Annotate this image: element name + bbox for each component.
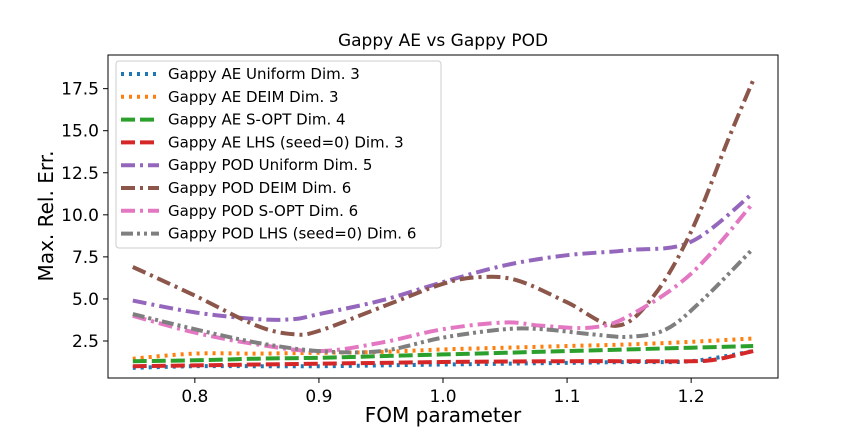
series-line-4 bbox=[132, 349, 754, 369]
x-tick-label: 0.9 bbox=[305, 387, 332, 407]
x-tick-label: 1.2 bbox=[678, 387, 705, 407]
y-axis-title: Max. Rel. Err. bbox=[34, 151, 58, 282]
chart-title: Gappy AE vs Gappy POD bbox=[338, 31, 548, 51]
legend-label-2: Gappy AE DEIM Dim. 3 bbox=[168, 88, 339, 106]
y-tick-label: 17.5 bbox=[61, 80, 99, 100]
y-tick-label: 10.0 bbox=[61, 206, 99, 226]
series-line-8 bbox=[132, 247, 755, 355]
x-axis: 0.8 0.9 1.0 1.1 1.2 bbox=[181, 378, 705, 407]
series-line-5 bbox=[132, 191, 755, 322]
series-line-7 bbox=[132, 201, 755, 354]
series-line-6 bbox=[131, 79, 756, 337]
y-tick-label: 7.5 bbox=[72, 248, 99, 268]
legend-label-3: Gappy AE S-OPT Dim. 4 bbox=[168, 111, 346, 129]
y-tick-label: 12.5 bbox=[61, 164, 99, 184]
x-tick-label: 1.1 bbox=[554, 387, 581, 407]
legend: Gappy AE Uniform Dim. 3 Gappy AE DEIM Dim… bbox=[115, 60, 442, 249]
y-tick-label: 5.0 bbox=[72, 290, 99, 310]
legend-label-4: Gappy AE LHS (seed=0) Dim. 3 bbox=[168, 133, 404, 151]
series-line-2 bbox=[132, 336, 754, 361]
legend-label-5: Gappy POD Uniform Dim. 5 bbox=[168, 156, 372, 174]
plot-lines bbox=[131, 79, 756, 370]
y-tick-label: 15.0 bbox=[61, 122, 99, 142]
series-line-3 bbox=[132, 344, 754, 364]
x-tick-label: 0.8 bbox=[181, 387, 208, 407]
legend-label-7: Gappy POD S-OPT Dim. 6 bbox=[168, 202, 358, 220]
y-tick-label: 2.5 bbox=[72, 332, 99, 352]
legend-label-8: Gappy POD LHS (seed=0) Dim. 6 bbox=[168, 225, 416, 243]
x-axis-title: FOM parameter bbox=[365, 403, 522, 427]
legend-label-1: Gappy AE Uniform Dim. 3 bbox=[168, 65, 360, 83]
legend-box bbox=[115, 60, 442, 249]
y-axis: 2.5 5.0 7.5 10.0 12.5 15.0 17.5 bbox=[61, 80, 108, 352]
x-tick-label: 1.0 bbox=[429, 387, 456, 407]
legend-label-6: Gappy POD DEIM Dim. 6 bbox=[168, 179, 351, 197]
